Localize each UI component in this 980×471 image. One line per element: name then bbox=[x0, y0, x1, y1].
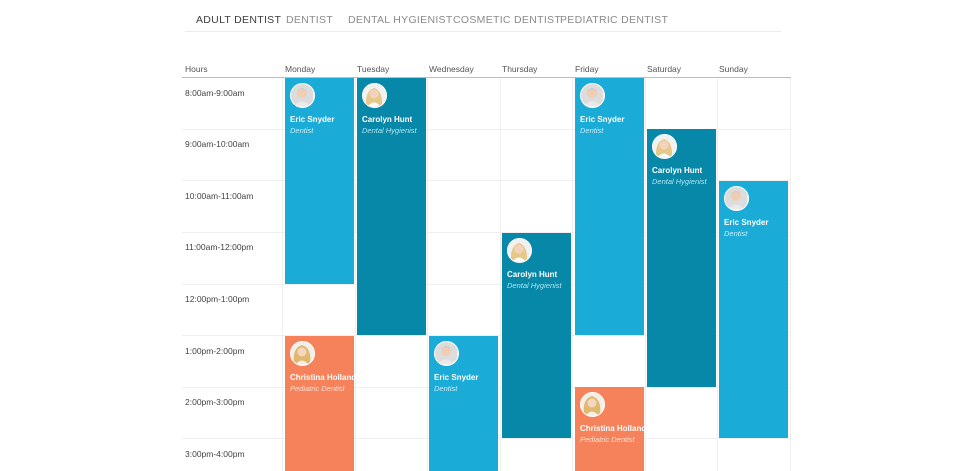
tab-dentist[interactable]: Dentist bbox=[286, 14, 334, 26]
hours-header: Hours bbox=[185, 64, 208, 74]
event-staff-role: Dentist bbox=[290, 126, 314, 135]
row-divider bbox=[182, 335, 791, 336]
time-slot-label: 12:00pm-1:00pm bbox=[185, 294, 250, 304]
tab-dental-hygienist[interactable]: Dental Hygienist bbox=[348, 14, 453, 26]
column-divider bbox=[645, 78, 646, 471]
day-header-tuesday: Tuesday bbox=[357, 64, 390, 74]
avatar-christina-holland bbox=[580, 392, 605, 417]
event-staff-name: Eric Snyder bbox=[434, 373, 479, 382]
avatar-carolyn-hunt bbox=[507, 238, 532, 263]
time-slot-label: 2:00pm-3:00pm bbox=[185, 397, 245, 407]
day-header-monday: Monday bbox=[285, 64, 316, 74]
day-header-friday: Friday bbox=[575, 64, 599, 74]
time-slot-label: 11:00am-12:00pm bbox=[185, 242, 254, 252]
avatar-eric-snyder bbox=[724, 186, 749, 211]
time-slot-label: 10:00am-11:00am bbox=[185, 191, 254, 201]
event-staff-role: Dental Hygienist bbox=[507, 281, 562, 290]
avatar-carolyn-hunt bbox=[652, 134, 677, 159]
avatar-eric-snyder bbox=[580, 83, 605, 108]
event-staff-name: Carolyn Hunt bbox=[362, 115, 413, 124]
tab-pediatric-dentist[interactable]: Pediatric Dentist bbox=[560, 14, 669, 26]
avatar-christina-holland bbox=[290, 341, 315, 366]
column-divider bbox=[500, 78, 501, 471]
column-divider bbox=[282, 78, 283, 471]
time-slot-label: 9:00am-10:00am bbox=[185, 139, 250, 149]
day-header-sunday: Sunday bbox=[719, 64, 748, 74]
day-header-thursday: Thursday bbox=[502, 64, 538, 74]
event-staff-name: Eric Snyder bbox=[290, 115, 335, 124]
event-staff-name: Christina Holland bbox=[580, 424, 647, 433]
row-divider bbox=[182, 284, 791, 285]
tab-cosmetic-dentist[interactable]: Cosmetic Dentist bbox=[453, 14, 562, 26]
event-staff-name: Carolyn Hunt bbox=[507, 270, 558, 279]
schedule-event[interactable]: Carolyn Hunt Dental Hygienist bbox=[357, 78, 426, 335]
schedule-event[interactable]: Eric Snyder Dentist bbox=[285, 78, 354, 284]
event-staff-role: Pediatric Dentist bbox=[580, 435, 635, 444]
row-divider bbox=[182, 180, 791, 181]
schedule-event[interactable]: Eric Snyder Dentist bbox=[429, 336, 498, 471]
event-staff-role: Dentist bbox=[724, 229, 748, 238]
row-divider bbox=[182, 129, 791, 130]
day-header-saturday: Saturday bbox=[647, 64, 682, 74]
specialty-tabs: Adult Dentist Dentist Dental Hygienist C… bbox=[185, 0, 781, 32]
avatar-eric-snyder bbox=[290, 83, 315, 108]
event-staff-role: Dentist bbox=[434, 384, 458, 393]
header-divider bbox=[182, 77, 791, 78]
event-staff-role: Dental Hygienist bbox=[652, 177, 707, 186]
schedule-event[interactable]: Carolyn Hunt Dental Hygienist bbox=[502, 233, 571, 438]
avatar-eric-snyder bbox=[434, 341, 459, 366]
event-staff-role: Dentist bbox=[580, 126, 604, 135]
schedule-event[interactable]: Eric Snyder Dentist bbox=[575, 78, 644, 335]
schedule-event[interactable]: Eric Snyder Dentist bbox=[719, 181, 788, 438]
avatar-carolyn-hunt bbox=[362, 83, 387, 108]
row-divider bbox=[182, 232, 791, 233]
schedule-event[interactable]: Christina Holland Pediatric Dentist bbox=[575, 387, 647, 471]
event-staff-role: Pediatric Dentist bbox=[290, 384, 345, 393]
schedule-event[interactable]: Christina Holland Pediatric Dentist bbox=[285, 336, 357, 471]
time-slot-label: 1:00pm-2:00pm bbox=[185, 346, 245, 356]
tab-adult-dentist[interactable]: Adult Dentist bbox=[196, 14, 282, 26]
day-header-wednesday: Wednesday bbox=[429, 64, 474, 74]
column-divider bbox=[790, 78, 791, 471]
column-divider bbox=[572, 78, 573, 471]
event-staff-role: Dental Hygienist bbox=[362, 126, 417, 135]
event-staff-name: Eric Snyder bbox=[580, 115, 625, 124]
column-divider bbox=[355, 78, 356, 471]
column-divider bbox=[427, 78, 428, 471]
schedule-event[interactable]: Carolyn Hunt Dental Hygienist bbox=[647, 129, 716, 387]
time-slot-label: 8:00am-9:00am bbox=[185, 88, 245, 98]
time-slot-label: 3:00pm-4:00pm bbox=[185, 449, 245, 459]
event-staff-name: Eric Snyder bbox=[724, 218, 769, 227]
event-staff-name: Carolyn Hunt bbox=[652, 166, 703, 175]
column-divider bbox=[717, 78, 718, 471]
event-staff-name: Christina Holland bbox=[290, 373, 357, 382]
